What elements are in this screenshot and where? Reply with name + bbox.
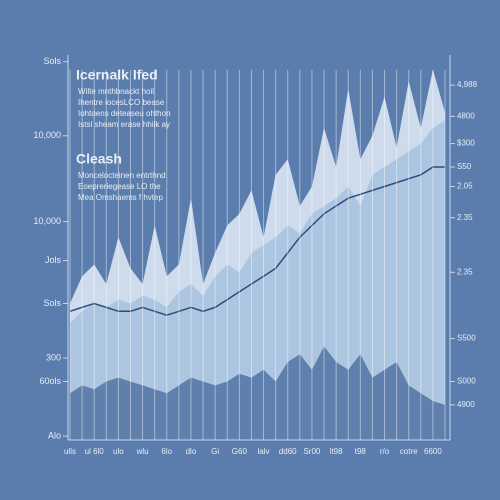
description-line: Moncelocteinen entrthnd [78,171,166,180]
y2-tick-label: S000 [457,377,476,386]
x-tick-label: ul 6l0 [85,447,105,456]
series-area [70,346,445,440]
x-tick-label: wlu [136,447,149,456]
description-line: Wilte mnthbnackt hoil [78,87,154,96]
x-tick-label: G60 [232,447,248,456]
y2-tick-label: 2.35 [457,213,473,222]
y-tick-label: Sols [43,298,61,308]
y2-tick-label: $300 [457,139,475,148]
y2-tick-label: S50 [457,162,472,171]
y2-tick-label: 2.05 [457,182,473,191]
y-tick-label: 10,000 [33,130,61,140]
y2-tick-label: S500 [457,334,476,343]
y-tick-label: 10,000 [33,216,61,226]
x-tick-label: Gi [211,447,219,456]
y-tick-label: Jols [45,255,62,265]
x-tick-label: Sr00 [303,447,320,456]
chart-title: Icernalk Ifed [76,67,158,83]
x-tick-label: lt98 [330,447,343,456]
x-tick-label: 6lo [161,447,172,456]
y-tick-label: 300 [46,352,61,362]
y2-tick-label: 4900 [457,400,475,409]
y-tick-label: 60ols [39,376,61,386]
x-tick-label: dlo [186,447,197,456]
y2-tick-label: 2.35 [457,267,473,276]
description-line: Ihentre iocesLCO bease [78,98,165,107]
description-line: Iohtoens deteaseu ohthon [78,109,171,118]
x-tick-label: dd60 [279,447,297,456]
y-tick-label: Sols [43,56,61,66]
y-tick-label: Alo [48,430,61,440]
x-tick-label: ulo [113,447,124,456]
x-tick-label: r/o [380,447,390,456]
description-line: Eoepreriegease LO the [78,182,161,191]
y2-tick-label: 4800 [457,111,475,120]
description-line: Istsl sheam erase hhiik ay [78,120,170,129]
x-tick-label: ulls [64,447,76,456]
series-line [69,166,445,316]
x-tick-label: t98 [355,447,367,456]
y2-tick-label: 4,988 [457,80,478,89]
description-line: Mea Omshaems f hvtep [78,193,163,202]
x-tick-label: cotre [400,447,418,456]
x-tick-label: 6600 [424,447,442,456]
x-tick-label: lalv [258,447,270,456]
chart-subtitle: Cleash [76,151,122,167]
